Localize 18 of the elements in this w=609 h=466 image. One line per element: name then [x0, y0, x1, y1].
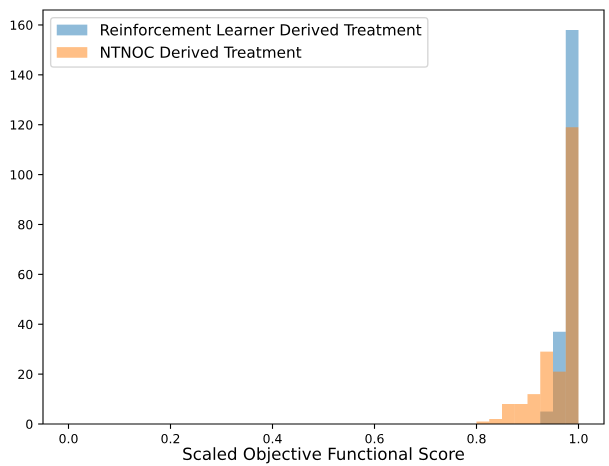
- legend-label: Reinforcement Learner Derived Treatment: [101, 24, 422, 36]
- x-tick-label: 0.4: [263, 434, 282, 444]
- y-tick-label: 160: [10, 20, 32, 30]
- y-tick-label: 140: [10, 70, 32, 80]
- y-tick-label: 20: [18, 370, 32, 380]
- y-tick-label: 80: [18, 220, 32, 230]
- y-tick-label: 120: [10, 120, 32, 130]
- y-tick-label: 60: [18, 270, 32, 280]
- y-tick-label: 100: [10, 170, 32, 180]
- y-tick-label: 40: [18, 320, 32, 330]
- x-tick-label: 0.2: [161, 434, 180, 444]
- x-axis-title: Scaled Objective Functional Score: [183, 447, 464, 464]
- x-tick-label: 0.0: [59, 434, 78, 444]
- x-tick-label: 1.0: [570, 434, 588, 444]
- x-tick-label: 0.6: [365, 434, 384, 444]
- y-tick-label: 0: [26, 419, 32, 429]
- legend-label: NTNOC Derived Treatment: [101, 46, 302, 58]
- x-tick-label: 0.8: [467, 434, 486, 444]
